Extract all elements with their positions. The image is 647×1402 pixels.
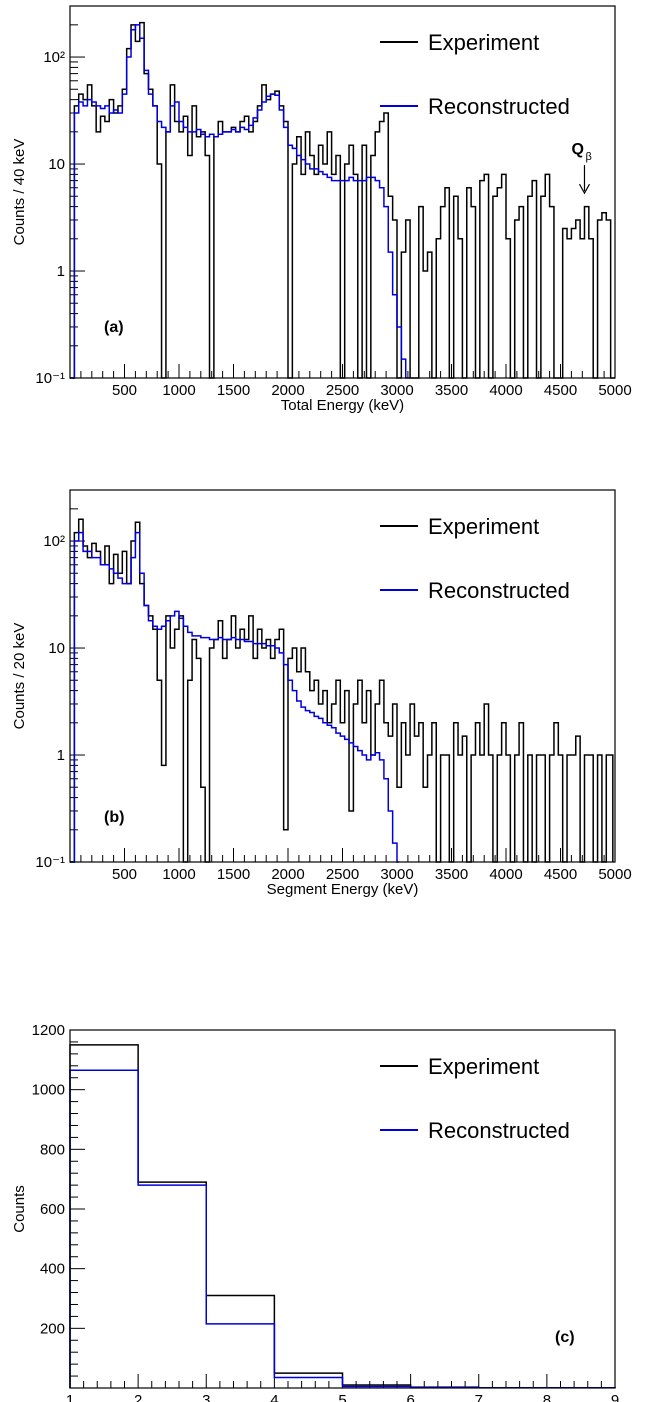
legend-label-reconstructed: Reconstructed xyxy=(428,578,570,603)
x-tick-label: 3500 xyxy=(435,866,468,883)
x-tick-label: 8 xyxy=(543,1392,551,1402)
x-tick-label: 5000 xyxy=(598,866,631,883)
x-tick-label: 5000 xyxy=(598,382,631,399)
legend-label-reconstructed: Reconstructed xyxy=(428,1118,570,1143)
x-tick-label: 2500 xyxy=(326,382,359,399)
y-tick-label: 800 xyxy=(40,1141,65,1158)
y-tick-label: 10² xyxy=(43,533,65,550)
legend-label-experiment: Experiment xyxy=(428,514,539,539)
x-tick-label: 3000 xyxy=(380,866,413,883)
panel-b: 500 1000 1500 2000 2500 3000 3500 4000 4500 5000 1… xyxy=(11,489,632,898)
y-axis-title: Counts / 40 keV xyxy=(11,139,28,246)
x-tick-label: 500 xyxy=(112,866,137,883)
y-tick-label: 10⁻¹ xyxy=(35,854,65,871)
plot-frame xyxy=(69,489,616,863)
x-tick-label: 2 xyxy=(134,1392,142,1402)
x-axis-title: Total Energy (keV) xyxy=(281,397,404,414)
x-axis-title: Segment Energy (keV) xyxy=(267,881,419,898)
y-tick-label: 400 xyxy=(40,1261,65,1278)
x-tick-label: 9 xyxy=(611,1392,619,1402)
x-tick-label: 500 xyxy=(112,382,137,399)
x-tick-label: 3000 xyxy=(380,382,413,399)
q-beta-subscript: β xyxy=(585,151,591,163)
y-axis-title: Counts xyxy=(11,1185,28,1233)
x-tick-label: 4000 xyxy=(489,866,522,883)
x-tick-label: 6 xyxy=(406,1392,414,1402)
y-tick-label: 10⁻¹ xyxy=(35,370,65,387)
y-tick-label: 1 xyxy=(57,263,65,280)
y-axis-title: Counts / 20 keV xyxy=(11,623,28,730)
y-tick-label: 1 xyxy=(57,747,65,764)
x-tick-label: 1500 xyxy=(217,382,250,399)
series-reconstructed-line xyxy=(70,531,400,863)
x-tick-label: 4000 xyxy=(489,382,522,399)
y-tick-label: 200 xyxy=(40,1320,65,1337)
series-experiment-line xyxy=(69,1044,616,1389)
legend-label-reconstructed: Reconstructed xyxy=(428,94,570,119)
panel-label: (b) xyxy=(104,809,124,826)
x-tick-label: 2000 xyxy=(271,866,304,883)
x-tick-label: 4 xyxy=(270,1392,278,1402)
x-tick-label: 3500 xyxy=(435,382,468,399)
y-tick-label: 1200 xyxy=(32,1022,65,1039)
x-tick-label: 4500 xyxy=(544,866,577,883)
series-experiment-line xyxy=(70,518,614,863)
x-tick-label: 5 xyxy=(338,1392,346,1402)
legend-label-experiment: Experiment xyxy=(428,30,539,55)
plot-frame xyxy=(69,1029,616,1389)
x-tick-label: 4500 xyxy=(544,382,577,399)
x-tick-label: 1000 xyxy=(162,866,195,883)
series-experiment-line xyxy=(70,21,615,379)
panel-label: (c) xyxy=(555,1329,575,1346)
x-tick-label: 3 xyxy=(202,1392,210,1402)
x-tick-label: 1000 xyxy=(162,382,195,399)
y-tick-label: 10² xyxy=(43,49,65,66)
x-tick-label: 2000 xyxy=(271,382,304,399)
y-tick-label: 10 xyxy=(48,156,65,173)
legend-label-experiment: Experiment xyxy=(428,1054,539,1079)
q-beta-label: Q xyxy=(571,141,583,158)
x-tick-label: 7 xyxy=(475,1392,483,1402)
x-tick-label: 2500 xyxy=(326,866,359,883)
x-tick-label: 1 xyxy=(66,1392,74,1402)
panel-a: 500 1000 1500 2000 2500 3000 3500 4000 4500 5000 1… xyxy=(11,5,632,414)
plot-frame xyxy=(69,5,616,379)
series-reconstructed-line xyxy=(70,24,411,379)
y-tick-label: 1000 xyxy=(32,1082,65,1099)
y-tick-label: 10 xyxy=(48,640,65,657)
arrow-head-icon xyxy=(578,183,591,195)
x-tick-label: 1500 xyxy=(217,866,250,883)
y-tick-label: 600 xyxy=(40,1201,65,1218)
panel-label: (a) xyxy=(104,319,124,336)
minor-ticks xyxy=(70,1041,602,1388)
panel-c: 1 2 3 4 5 6 7 8 9 200 400 600 800 1000 1200 Experiment R… xyxy=(11,1022,619,1402)
